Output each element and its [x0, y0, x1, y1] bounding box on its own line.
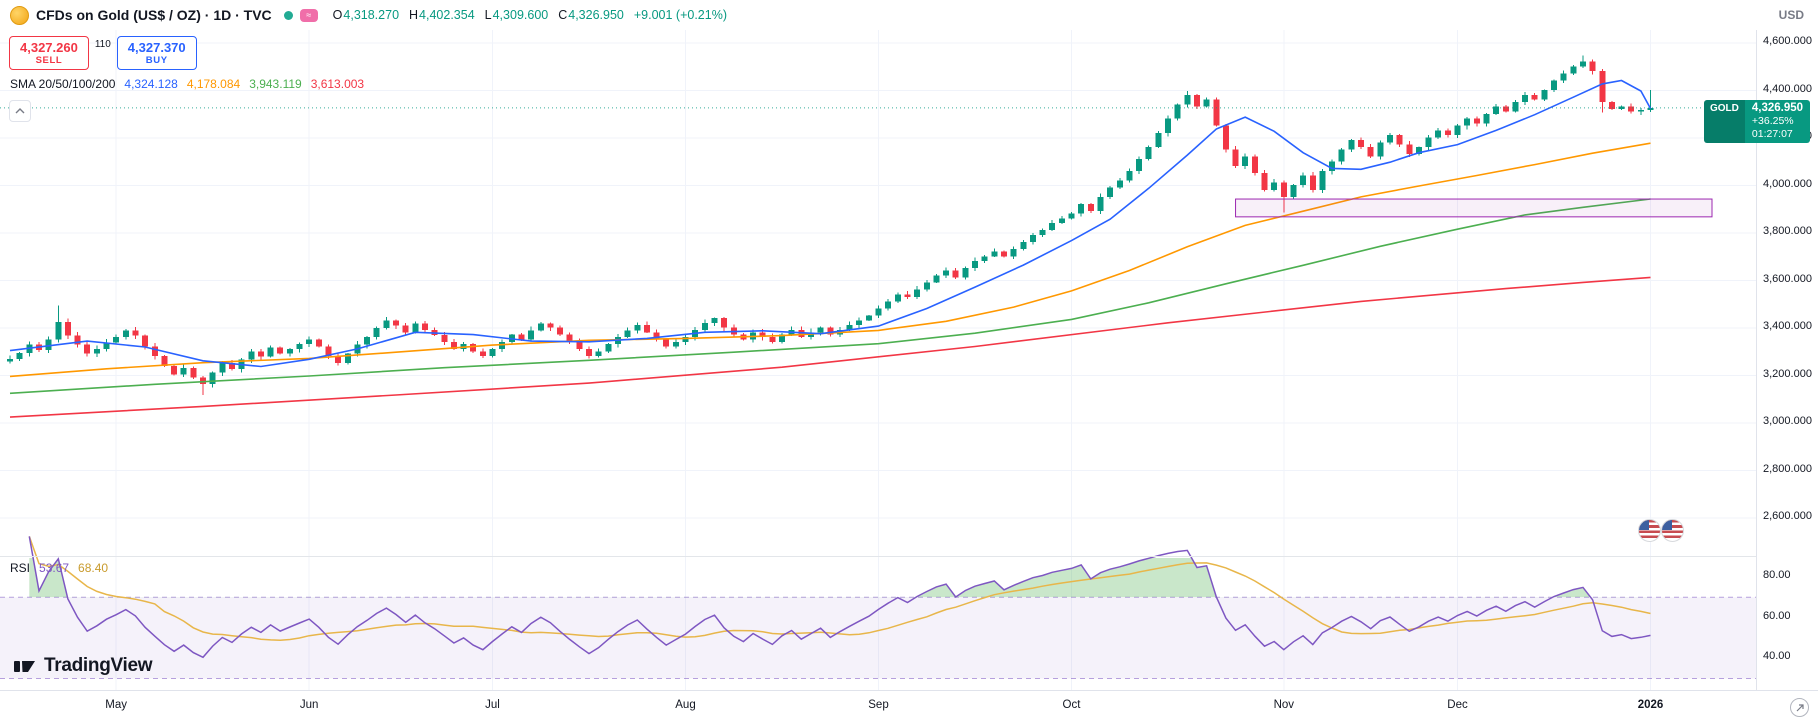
rsi-line[interactable]: [28, 536, 1651, 659]
price-tick-label: 2,800.000: [1763, 462, 1812, 475]
sell-label: SELL: [35, 55, 63, 66]
badge-symbol-tag: GOLD: [1704, 100, 1745, 143]
change-value: +9.001 (+0.21%): [633, 8, 727, 22]
buy-price: 4,327.370: [127, 40, 186, 55]
low-label: L: [484, 8, 492, 22]
rsi-band-layer: [0, 596, 1756, 679]
sell-price: 4,327.260: [20, 40, 78, 55]
sma100-value: 3,943.119: [249, 77, 302, 91]
main-chart-canvas[interactable]: [0, 30, 1756, 690]
badge-price: 4,326.950: [1751, 102, 1804, 114]
sma200-value: 3,613.003: [310, 77, 365, 91]
time-tick-label: Oct: [1062, 699, 1081, 711]
close-label: C: [558, 8, 568, 22]
symbol-title[interactable]: CFDs on Gold (US$ / OZ) · 1D · TVC: [36, 7, 272, 23]
sma20-line[interactable]: [9, 79, 1652, 368]
chart-header: CFDs on Gold (US$ / OZ) · 1D · TVC ≈ O 4,…: [0, 0, 1818, 30]
rsi-ma-line[interactable]: [28, 536, 1651, 641]
sma20-value: 4,324.128: [124, 77, 178, 91]
market-status-dot-icon: [283, 10, 293, 20]
time-tick-label: Nov: [1273, 699, 1295, 711]
us-flag-event-icon[interactable]: [1661, 519, 1684, 542]
rsi-value: 53.67: [39, 561, 70, 575]
tradingview-logo-icon: [14, 661, 35, 672]
wave-glyph: ≈: [306, 9, 312, 20]
gold-instrument-logo-icon[interactable]: [10, 5, 29, 25]
spread-value: 110: [94, 39, 111, 50]
sell-button[interactable]: 4,327.260 SELL: [9, 36, 89, 70]
rsi-tick-label: 60.00: [1763, 609, 1791, 622]
sma50-value: 4,178.084: [186, 77, 241, 91]
low-value: 4,309.600: [492, 8, 549, 22]
time-tick-label: May: [105, 699, 127, 711]
rsi-ma-value: 68.40: [78, 561, 109, 575]
price-tick-label: 4,000.000: [1763, 177, 1812, 190]
last-price-badge: GOLD 4,326.950 +36.25% 01:27:07: [1704, 100, 1811, 143]
jump-to-realtime-icon[interactable]: [1790, 698, 1809, 717]
price-tick-label: 2,600.000: [1763, 510, 1812, 522]
sma50-line[interactable]: [9, 142, 1651, 378]
time-tick-label: Aug: [675, 699, 696, 711]
rectangle-drawing[interactable]: [1235, 198, 1713, 218]
time-axis[interactable]: May Jun Jul Aug Sep Oct Nov Dec 2026: [0, 690, 1818, 722]
price-tick-label: 3,200.000: [1763, 367, 1812, 380]
badge-values: 4,326.950 +36.25% 01:27:07: [1745, 100, 1810, 143]
trade-buttons: 4,327.260 SELL 110 4,327.370 BUY: [9, 36, 197, 70]
price-tick-label: 4,600.000: [1763, 35, 1812, 47]
time-tick-label: Jun: [299, 699, 319, 711]
time-tick-label: Jul: [485, 699, 500, 711]
open-value: 4,318.270: [343, 8, 400, 22]
price-tick-label: 4,400.000: [1763, 82, 1812, 95]
rsi-legend[interactable]: RSI 53.67 68.40: [10, 561, 108, 575]
open-label: O: [332, 8, 343, 22]
pane-collapse-button[interactable]: [9, 100, 31, 122]
price-tick-label: 3,000.000: [1763, 415, 1812, 427]
pane-separator[interactable]: [0, 556, 1818, 557]
chevron-up-icon: [15, 108, 25, 114]
sma-legend[interactable]: SMA 20/50/100/200 4,324.128 4,178.084 3,…: [10, 77, 364, 91]
high-label: H: [409, 8, 419, 22]
price-tick-label: 3,800.000: [1763, 225, 1812, 237]
time-labels: May Jun Jul Aug Sep Oct Nov Dec 2026: [0, 691, 1756, 722]
rsi-tick-label: 80.00: [1763, 569, 1791, 581]
buy-button[interactable]: 4,327.370 BUY: [116, 36, 197, 70]
badge-change-pct: +36.25%: [1751, 115, 1794, 127]
us-flag-event-icon[interactable]: [1638, 519, 1661, 542]
sma100-line[interactable]: [9, 198, 1651, 395]
tradingview-watermark[interactable]: TradingView: [13, 655, 153, 677]
rsi-overbought-fill: [29, 558, 1591, 598]
sma-legend-title: SMA 20/50/100/200: [10, 77, 116, 91]
price-tick-label: 3,400.000: [1763, 320, 1812, 332]
badge-countdown: 01:27:07: [1751, 128, 1793, 140]
rsi-tick-label: 40.00: [1763, 650, 1791, 663]
rsi-legend-title: RSI: [10, 561, 31, 575]
sma200-line[interactable]: [9, 276, 1651, 418]
currency-label[interactable]: USD: [1778, 8, 1804, 22]
high-value: 4,402.354: [419, 8, 475, 22]
arrow-up-right-icon: [1796, 703, 1804, 711]
time-tick-label: 2026: [1637, 699, 1664, 711]
candles-layer: [7, 55, 1654, 395]
close-value: 4,326.950: [568, 8, 624, 22]
buy-label: BUY: [145, 55, 168, 66]
pink-badge-icon: ≈: [299, 8, 318, 22]
ohlc-values: O 4,318.270 H 4,402.354 L 4,309.600 C 4,326.…: [333, 8, 727, 22]
time-tick-label: Dec: [1447, 699, 1468, 711]
price-tick-label: 3,600.000: [1763, 272, 1812, 285]
time-tick-label: Sep: [868, 699, 889, 711]
watermark-text: TradingView: [44, 655, 153, 676]
